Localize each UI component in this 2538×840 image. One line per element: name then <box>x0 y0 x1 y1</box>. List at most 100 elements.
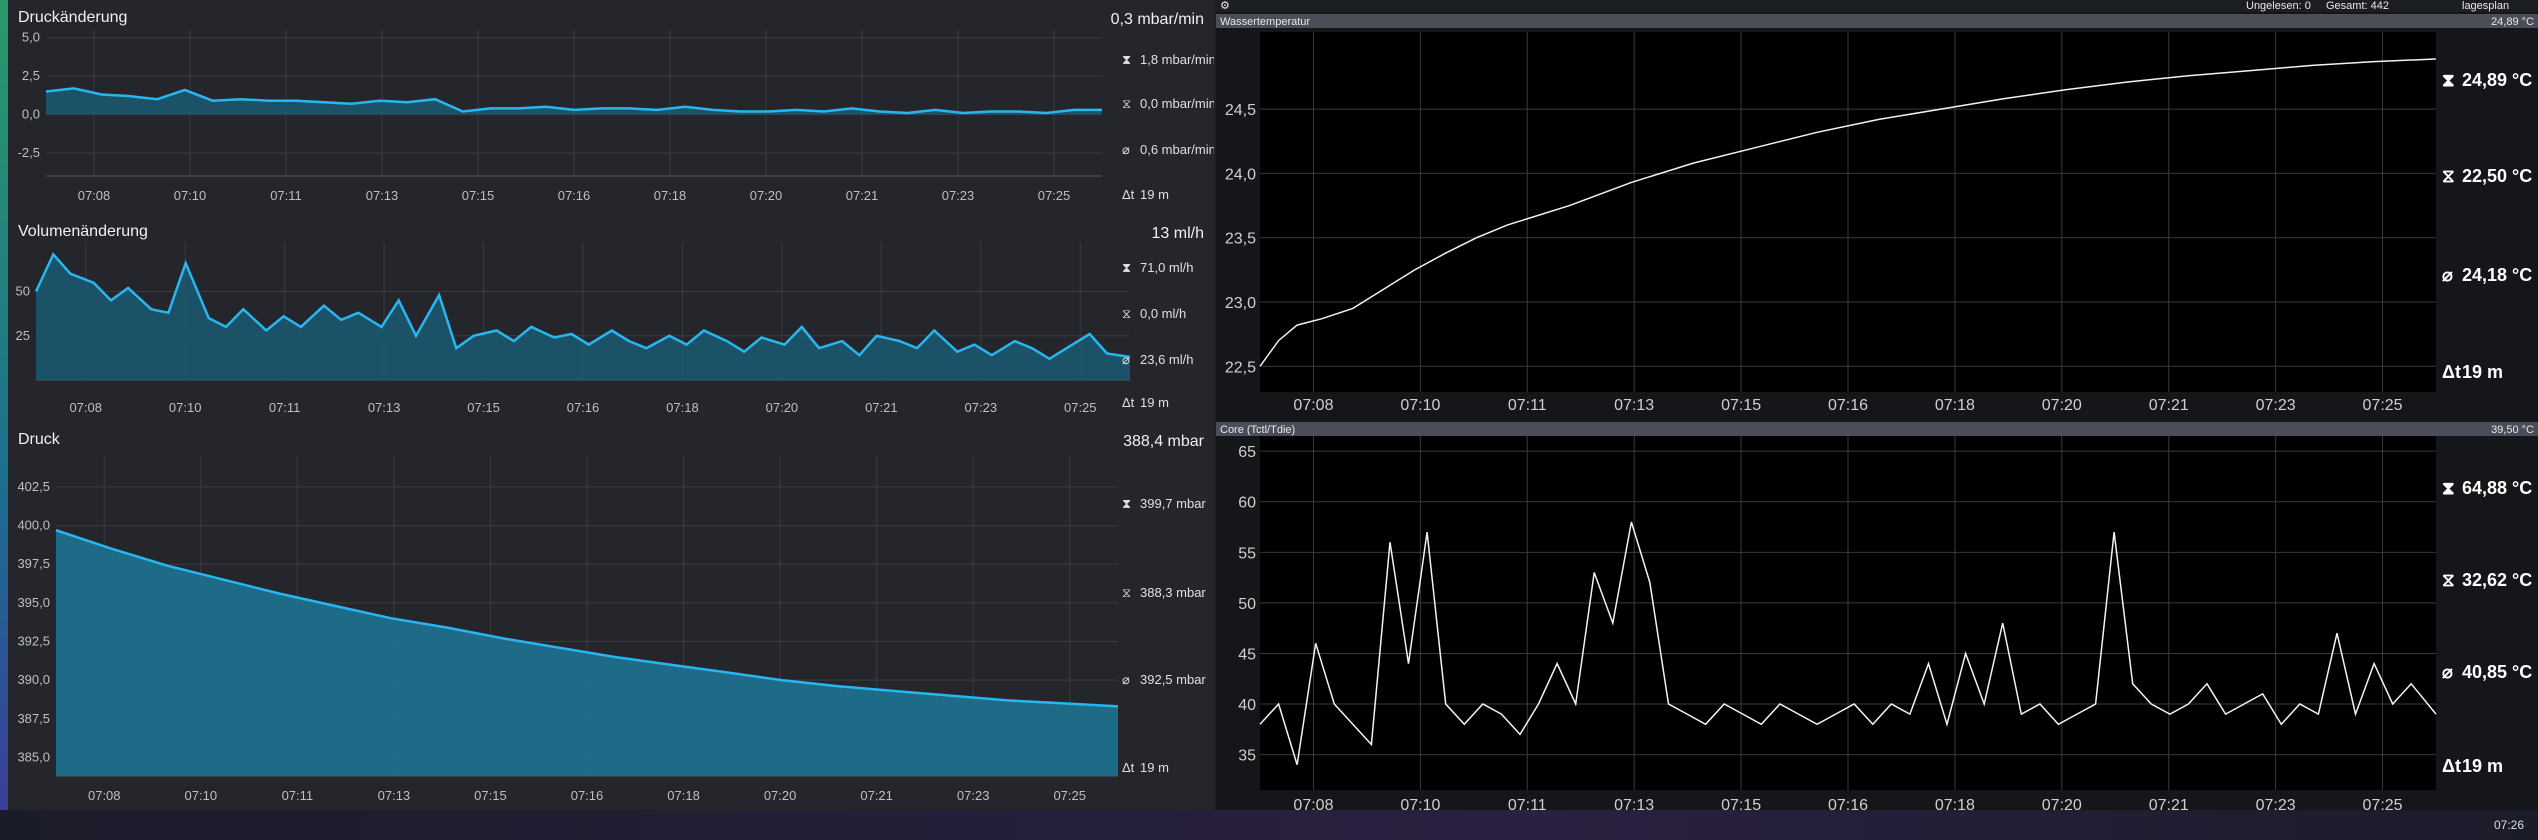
x-tick-label: 07:11 <box>1508 797 1547 810</box>
stat-max: 399,7 mbar <box>1140 496 1206 511</box>
x-tick-label: 07:15 <box>1721 797 1761 810</box>
stat-avg: 23,6 ml/h <box>1140 352 1193 367</box>
y-tick-label: 55 <box>1238 545 1256 562</box>
x-tick-label: 07:23 <box>2256 797 2296 810</box>
x-tick-label: 07:08 <box>1293 797 1333 810</box>
menu-label: lagesplan <box>2462 0 2509 12</box>
unread-count: Ungelesen: 0 <box>2246 0 2311 12</box>
stat-min: 388,3 mbar <box>1140 585 1206 600</box>
x-tick-label: 07:08 <box>78 188 111 203</box>
chart-volumenaenderung: Volumenänderung 13 ml/h 07:08 07:10 07:11 07:… <box>16 223 1204 415</box>
x-tick-label: 07:21 <box>865 400 898 415</box>
x-tick-label: 07:10 <box>185 788 218 803</box>
x-tick-label: 07:13 <box>366 188 399 203</box>
x-tick-label: 07:23 <box>2256 397 2296 414</box>
y-tick-label: 23,5 <box>1225 231 1256 248</box>
x-tick-label: 07:25 <box>2363 397 2403 414</box>
x-tick-label: 07:18 <box>667 788 700 803</box>
stat-span-icon: Δt <box>1122 760 1135 775</box>
x-tick-label: 07:15 <box>462 188 495 203</box>
stat-min-icon: ⧖ <box>1122 96 1131 111</box>
x-tick-label: 07:11 <box>1508 397 1547 414</box>
x-tick-label: 07:08 <box>88 788 121 803</box>
x-tick-label: 07:25 <box>2363 797 2403 810</box>
chart-title: Volumenänderung <box>18 223 148 240</box>
x-tick-label: 07:18 <box>666 400 699 415</box>
x-tick-label: 07:16 <box>558 188 591 203</box>
stat-avg-icon: ⌀ <box>2442 265 2453 285</box>
series-line <box>34 252 1131 361</box>
x-tick-label: 07:23 <box>965 400 998 415</box>
stat-avg-icon: ⌀ <box>1122 352 1130 367</box>
y-tick-label: 402,5 <box>17 479 50 494</box>
stat-span-icon: Δt <box>2442 756 2461 776</box>
x-tick-label: 07:25 <box>1053 788 1086 803</box>
chart-core: Core (Tctl/Tdie) 39,50 °C 07:08 07:10 07:11 0… <box>1216 422 2538 814</box>
chart-title: Druck <box>18 431 61 448</box>
series-area <box>36 254 1130 380</box>
stat-max-icon: ⧗ <box>2442 478 2455 498</box>
stat-span-icon: Δt <box>1122 395 1135 410</box>
current-value: 39,50 °C <box>2491 424 2534 436</box>
stat-min: 0,0 mbar/min <box>1140 96 1214 111</box>
stat-avg: 40,85 °C <box>2462 662 2532 682</box>
stat-max: 71,0 ml/h <box>1140 260 1193 275</box>
stat-max: 1,8 mbar/min <box>1140 52 1214 67</box>
taskbar-clock: 07:26 <box>2493 818 2524 832</box>
y-tick-label: 24,0 <box>1225 166 1256 183</box>
chart-header-bar <box>1216 14 2538 28</box>
chart-druckaenderung: Druckänderung 0,3 mbar/min 07:08 07:10 07:11… <box>18 9 1216 203</box>
stat-span-icon: Δt <box>1122 187 1135 202</box>
y-tick-label: 5,0 <box>22 30 40 45</box>
chart-title: Core (Tctl/Tdie) <box>1220 424 1295 436</box>
chart-wassertemperatur: Wassertemperatur 24,89 °C 07:08 07:10 07:11 0… <box>1216 14 2538 414</box>
x-tick-label: 07:20 <box>2042 397 2082 414</box>
stat-min-icon: ⧖ <box>2442 570 2455 590</box>
x-tick-label: 07:20 <box>764 788 797 803</box>
x-tick-label: 07:23 <box>957 788 990 803</box>
y-tick-label: 390,0 <box>17 672 50 687</box>
stat-span: 19 m <box>1140 187 1169 202</box>
y-tick-label: 385,0 <box>17 749 50 764</box>
stat-span: 19 m <box>1140 760 1169 775</box>
stat-max-icon: ⧗ <box>2442 70 2455 90</box>
x-tick-label: 07:10 <box>169 400 202 415</box>
x-tick-label: 07:13 <box>368 400 401 415</box>
x-tick-label: 07:13 <box>1614 397 1654 414</box>
stat-min-icon: ⧖ <box>1122 585 1131 600</box>
x-tick-label: 07:10 <box>1400 397 1440 414</box>
y-tick-label: 2,5 <box>22 68 40 83</box>
x-tick-label: 07:16 <box>1828 397 1868 414</box>
stat-avg: 24,18 °C <box>2462 265 2532 285</box>
stat-max: 24,89 °C <box>2462 70 2532 90</box>
stat-avg-icon: ⌀ <box>1122 142 1130 157</box>
x-tick-label: 07:08 <box>1293 397 1333 414</box>
x-tick-label: 07:18 <box>1935 397 1975 414</box>
y-tick-label: 25 <box>16 328 30 343</box>
x-tick-label: 07:16 <box>1828 797 1868 810</box>
y-tick-label: 45 <box>1238 646 1256 663</box>
series-area <box>46 88 1102 115</box>
x-tick-label: 07:18 <box>654 188 687 203</box>
y-tick-label: -2,5 <box>18 145 40 160</box>
y-tick-label: 400,0 <box>17 518 50 533</box>
stat-avg-icon: ⌀ <box>2442 662 2453 682</box>
y-tick-label: 40 <box>1238 697 1256 714</box>
stat-max: 64,88 °C <box>2462 478 2532 498</box>
x-tick-label: 07:18 <box>1935 797 1975 810</box>
x-tick-label: 07:16 <box>567 400 600 415</box>
y-tick-label: 60 <box>1238 495 1256 512</box>
taskbar: 07:26 <box>0 810 2538 840</box>
stat-min: 0,0 ml/h <box>1140 306 1186 321</box>
x-tick-label: 07:20 <box>766 400 799 415</box>
x-tick-label: 07:25 <box>1064 400 1097 415</box>
chart-druck: Druck 388,4 mbar 07:08 07:10 07:11 07:13 07:15… <box>17 431 1206 803</box>
x-tick-label: 07:10 <box>1400 797 1440 810</box>
chart-title: Wassertemperatur <box>1220 16 1310 28</box>
stat-min-icon: ⧖ <box>2442 166 2455 186</box>
x-tick-label: 07:10 <box>174 188 207 203</box>
current-value: 24,89 °C <box>2491 16 2534 28</box>
x-tick-label: 07:11 <box>282 788 314 803</box>
x-tick-label: 07:11 <box>269 400 301 415</box>
stat-span: 19 m <box>2462 362 2503 382</box>
